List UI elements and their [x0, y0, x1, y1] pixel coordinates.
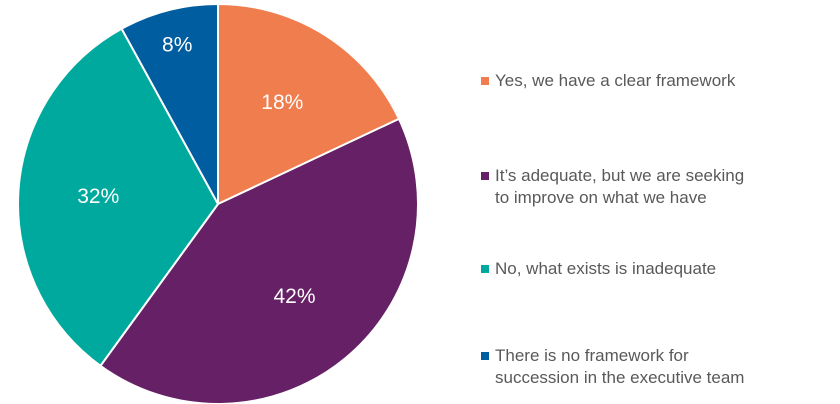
data-label-adequate: 42% [273, 285, 315, 308]
legend-swatch-blue [481, 352, 489, 360]
pie-slices [17, 2, 419, 404]
chart-legend: Yes, we have a clear framework It’s adeq… [481, 0, 840, 404]
pie-slice-no-framework [120, 2, 219, 205]
data-label-yes-clear: 18% [261, 91, 303, 114]
pie-slice-yes-clear [217, 2, 401, 206]
legend-label: No, what exists is inadequate [495, 259, 717, 278]
legend-swatch-purple [481, 172, 489, 180]
legend-swatch-teal [481, 265, 489, 273]
legend-item-adequate: It’s adequate, but we are seeking to imp… [481, 165, 835, 209]
legend-item-yes-clear: Yes, we have a clear framework [481, 70, 835, 92]
legend-item-inadequate: No, what exists is inadequate [481, 258, 835, 280]
pie-slice-inadequate [17, 27, 220, 368]
legend-label: It’s adequate, but we are seeking to imp… [495, 166, 745, 207]
data-label-inadequate: 32% [77, 185, 119, 208]
legend-item-no-framework: There is no framework for succession in … [481, 345, 835, 389]
pie-chart: 18% 42% 32% 8% [17, 2, 419, 404]
legend-label: There is no framework for succession in … [495, 346, 745, 387]
pie-slice-adequate [99, 117, 419, 404]
data-label-no-framework: 8% [162, 34, 192, 57]
legend-label: Yes, we have a clear framework [495, 71, 736, 90]
legend-swatch-orange [481, 77, 489, 85]
pie-data-labels: 18% 42% 32% 8% [77, 34, 315, 308]
